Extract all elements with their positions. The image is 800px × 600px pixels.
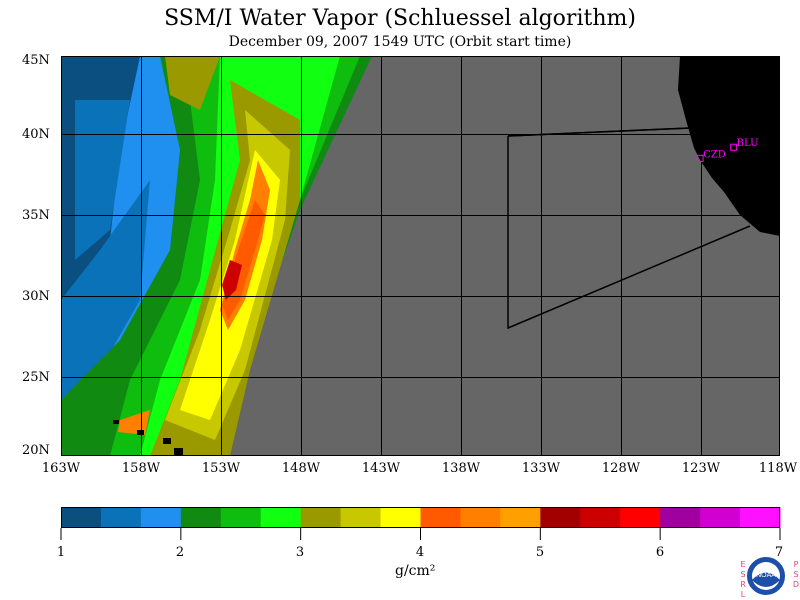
colorbar-segment xyxy=(500,507,541,528)
lon-label-158w: 158W xyxy=(121,461,161,476)
lon-label-153w: 153W xyxy=(201,461,241,476)
map-subtitle: December 09, 2007 1549 UTC (Orbit start … xyxy=(228,34,572,50)
lat-label-20n: 20N xyxy=(22,443,50,458)
colorbar-label-3: 3 xyxy=(295,545,305,560)
lon-label-133w: 133W xyxy=(521,461,561,476)
station-markers: CZD BLU xyxy=(696,138,759,162)
svg-text:NOAA: NOAA xyxy=(756,572,776,579)
swath xyxy=(61,56,372,456)
colorbar-segment xyxy=(260,507,302,528)
colorbar-segment xyxy=(700,507,741,528)
station-marker-blu xyxy=(730,143,738,151)
noaa-logo: NOAA xyxy=(745,555,787,597)
colorbar-segment xyxy=(380,507,421,528)
station-label-czd: CZD xyxy=(703,149,726,160)
map-title: SSM/I Water Vapor (Schluessel algorithm) xyxy=(164,6,636,31)
colorbar-segment xyxy=(740,507,781,528)
land-mass xyxy=(678,56,780,236)
colorbar-segment xyxy=(300,507,342,528)
colorbar-label-5: 5 xyxy=(535,545,545,560)
colorbar-segment xyxy=(660,507,701,528)
colorbar-segment xyxy=(620,507,661,528)
colorbar-frame xyxy=(61,507,780,528)
lat-label-30n: 30N xyxy=(22,289,50,304)
colorbar-unit: g/cm² xyxy=(395,563,436,579)
colorbar-segment xyxy=(180,507,222,528)
esrl-text: E S R L xyxy=(740,560,746,599)
colorbar-segment xyxy=(220,507,262,528)
lon-label-123w: 123W xyxy=(681,461,721,476)
colorbar-segment xyxy=(61,507,102,528)
colorbar-label-6: 6 xyxy=(655,545,665,560)
hawaii-islands xyxy=(113,420,183,455)
colorbar xyxy=(61,507,781,528)
psd-text: P S D xyxy=(792,560,800,589)
lon-label-128w: 128W xyxy=(601,461,641,476)
lat-label-35n: 35N xyxy=(22,208,50,223)
colorbar-segment xyxy=(420,507,461,528)
lon-label-148w: 148W xyxy=(281,461,321,476)
colorbar-ticks xyxy=(60,528,781,540)
colorbar-label-1: 1 xyxy=(56,545,66,560)
lat-label-45n: 45N xyxy=(22,53,50,68)
lon-label-118w: 118W xyxy=(758,461,798,476)
colorbar-segment xyxy=(460,507,501,528)
colorbar-label-4: 4 xyxy=(415,545,425,560)
station-marker-czd xyxy=(696,154,704,162)
colorbar-segment xyxy=(100,507,142,528)
lon-label-143w: 143W xyxy=(361,461,401,476)
colorbar-segment xyxy=(580,507,621,528)
lat-label-25n: 25N xyxy=(22,370,50,385)
lon-label-138w: 138W xyxy=(441,461,481,476)
colorbar-label-2: 2 xyxy=(175,545,185,560)
colorbar-label-7: 7 xyxy=(774,545,784,560)
colorbar-segment xyxy=(140,507,182,528)
station-label-blu: BLU xyxy=(737,138,759,149)
colorbar-segment xyxy=(340,507,382,528)
colorbar-segment xyxy=(540,507,581,528)
lon-label-163w: 163W xyxy=(41,461,81,476)
lat-label-40n: 40N xyxy=(22,127,50,142)
grid-lines xyxy=(61,56,780,456)
map-frame xyxy=(61,56,780,456)
